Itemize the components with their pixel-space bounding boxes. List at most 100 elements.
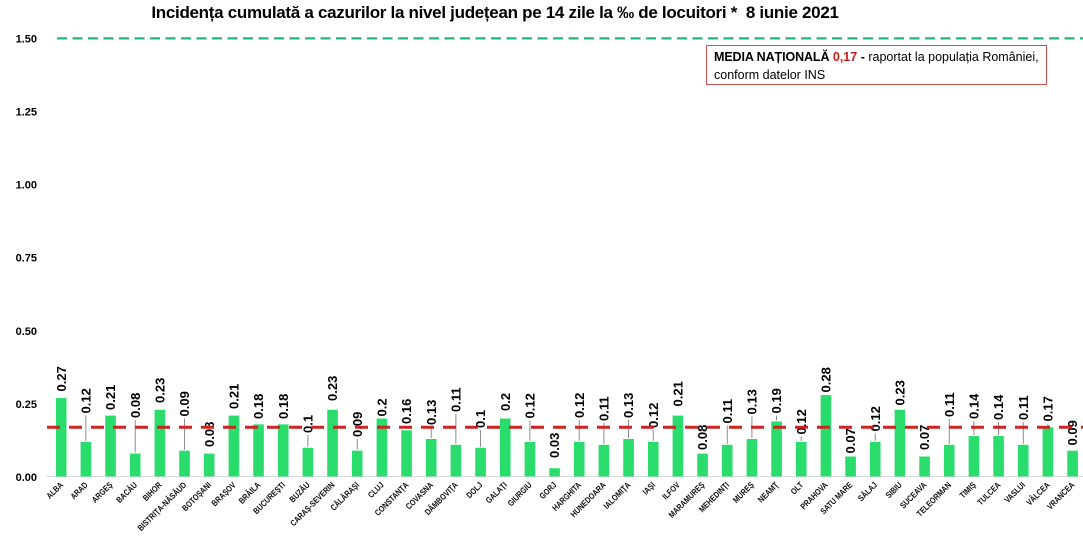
bar [919,456,930,477]
bar-value-label: 0.12 [868,406,883,431]
bar [697,453,708,477]
county-label: BACĂU [114,480,139,505]
national-average-text: raportat la populația României, conform … [714,50,1039,82]
county-label: SĂLAJ [856,480,879,503]
bar [721,444,733,477]
bar-value-label: 0.21 [103,385,118,410]
county-label: GORJ [538,480,559,501]
bar [1017,444,1029,477]
bar [820,395,832,477]
national-average-label: MEDIA NAȚIONALĂ [714,50,830,64]
y-axis-tick-label: 0.50 [16,326,37,338]
bar-value-label: 0.13 [621,393,636,418]
bar-value-label: 0.07 [843,428,858,453]
bar [598,444,610,477]
y-axis-tick-label: 1.00 [16,180,37,192]
bar-value-label: 0.27 [54,366,69,391]
bar-value-label: 0.14 [967,393,982,419]
county-label: VASLUI [1002,480,1027,505]
bar-value-label: 0.08 [202,422,217,447]
county-label: BIHOR [141,480,164,503]
bar-value-label: 0.08 [695,425,710,450]
bar [771,421,782,477]
bar-value-label: 0.17 [1041,396,1056,421]
bar-value-label: 0.2 [374,398,389,416]
bar [672,415,684,477]
bar-value-label: 0.09 [350,412,365,437]
bar [943,444,955,477]
bar-value-label: 0.14 [991,394,1006,420]
bar [351,450,363,477]
county-label: ARAD [69,480,91,502]
bar [623,438,634,477]
bar [993,436,1004,477]
bar [302,447,314,477]
county-label: NEAMŢ [756,480,781,505]
bar-value-label: 0.18 [251,394,266,419]
bar [499,418,511,477]
bar-value-label: 0.12 [522,393,537,418]
bar-value-label: 0.13 [745,389,760,414]
bar [450,444,462,477]
y-axis-tick-label: 1.25 [16,107,37,119]
bar [647,441,659,477]
bar-value-label: 0.03 [547,433,562,458]
bar-value-label: 0.23 [152,378,167,403]
bar [968,436,980,477]
bar [376,418,388,477]
bar-value-label: 0.12 [78,388,93,413]
bar-value-label: 0.1 [473,410,488,428]
bar [573,441,585,477]
bar-value-label: 0.12 [646,403,661,428]
bar-value-label: 0.13 [424,400,439,425]
county-label: ALBA [44,480,65,501]
county-label: ARGEŞ [90,480,115,505]
bar-value-label: 0.21 [671,381,686,406]
county-label: VRANCEA [1045,480,1077,512]
bar [746,438,758,477]
bar [55,398,67,477]
county-label: GIURGIU [506,480,534,508]
y-axis-tick-label: 0.75 [16,253,37,265]
bar [1042,427,1054,477]
bar [105,415,116,477]
bar [845,456,856,477]
bar [327,409,338,477]
bar-value-label: 0.11 [942,392,957,417]
bar [277,424,289,477]
county-label: TIMIŞ [958,480,978,500]
bar-value-label: 0.23 [325,376,340,401]
y-axis-tick-label: 0.25 [16,399,37,411]
chart-title: Incidența cumulată a cazurilor la nivel … [151,3,839,22]
bar [524,441,536,477]
bar [129,453,141,477]
county-label: DOLJ [464,480,484,500]
county-label: BRAŞOV [210,480,239,509]
bar-value-label: 0.11 [596,396,611,421]
bar [1067,450,1078,477]
bar-value-label: 0.09 [1065,420,1080,445]
y-axis-tick-label: 0.00 [16,472,37,484]
bar-value-label: 0.08 [128,393,143,418]
county-label: IAŞI [641,480,658,497]
bar-value-label: 0.2 [498,393,513,411]
bar [795,441,807,477]
national-average-box: MEDIA NAȚIONALĂ 0,17 - raportat la popul… [706,45,1047,85]
bar [869,441,881,477]
county-label: ILFOV [660,480,682,502]
bar-value-label: 0.18 [276,394,291,419]
county-label: SIBIU [884,480,904,500]
bar [401,430,412,477]
y-axis-tick-label: 1.50 [16,33,37,45]
bar-value-label: 0.12 [572,393,587,418]
bar-value-label: 0.07 [917,425,932,450]
county-label: MUREŞ [731,480,756,505]
bar [154,409,166,477]
bar [203,453,215,477]
bar-value-label: 0.28 [819,367,834,392]
county-label: TULCEA [975,480,1002,507]
bar-value-label: 0.19 [769,388,784,413]
bar-value-label: 0.21 [226,384,241,409]
